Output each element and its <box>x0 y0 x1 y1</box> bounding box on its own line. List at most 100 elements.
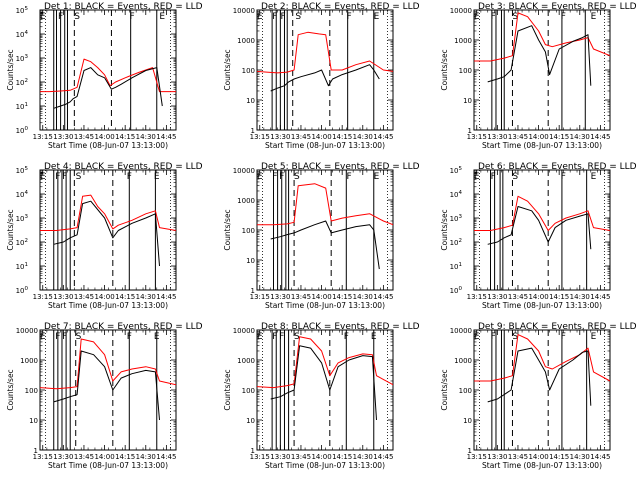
segment-label: F <box>58 12 63 22</box>
panel-title: Det 3: BLACK = Events, RED = LLD <box>478 2 637 12</box>
x-tick-label: 13:15 <box>250 453 270 461</box>
plot-frame <box>39 9 177 131</box>
x-tick-label: 14:45 <box>373 293 393 301</box>
x-tick-label: 13:30 <box>270 453 290 461</box>
x-axis-label: Start Time (08-Jun-07 13:13:00) <box>482 301 602 310</box>
y-tick-label: 104 <box>16 30 29 39</box>
x-tick-label: 13:45 <box>291 453 311 461</box>
x-tick-label: 14:30 <box>136 133 156 141</box>
y-tick-label: 1000 <box>237 37 255 45</box>
detector-panel-1: Det 1: BLACK = Events, RED = LLD 100 101 10… <box>6 2 203 150</box>
x-tick-label: 14:30 <box>136 293 156 301</box>
x-tick-label: 14:45 <box>156 133 176 141</box>
x-tick-label: 13:15 <box>250 293 270 301</box>
x-tick-label: 13:45 <box>291 293 311 301</box>
y-tick-label: 100 <box>242 227 255 235</box>
y-tick-label: 105 <box>450 166 463 175</box>
segment-label: F <box>272 172 277 182</box>
segment-label: E <box>591 12 597 22</box>
y-axis-label: Counts/sec <box>223 49 232 90</box>
x-tick-label: 14:15 <box>332 293 352 301</box>
segment-label: E <box>257 172 263 182</box>
segment-label: F <box>279 172 284 182</box>
x-tick-label: 14:00 <box>94 293 114 301</box>
x-tick-label: 13:30 <box>487 133 507 141</box>
segment-label: S <box>512 12 518 22</box>
segment-label: F <box>344 332 349 342</box>
x-tick-label: 13:30 <box>53 133 73 141</box>
y-tick-label: 100 <box>459 67 472 75</box>
y-tick-label: 1000 <box>20 357 38 365</box>
panel-title: Det 2: BLACK = Events, RED = LLD <box>261 2 420 12</box>
events-series-line <box>270 345 377 421</box>
x-tick-label: 13:45 <box>74 453 94 461</box>
x-axis-label: Start Time (08-Jun-07 13:13:00) <box>482 461 602 470</box>
segment-label: F <box>281 12 286 22</box>
y-axis-label: Counts/sec <box>6 49 15 90</box>
lld-series-line <box>257 31 393 74</box>
x-tick-label: 13:15 <box>467 453 487 461</box>
events-series-line <box>270 220 380 270</box>
detector-panel-3: Det 3: BLACK = Events, RED = LLD 1 10 100 10… <box>440 2 637 150</box>
y-tick-label: 100 <box>25 387 38 395</box>
x-tick-label: 14:30 <box>570 293 590 301</box>
x-axis-label: Start Time (08-Jun-07 13:13:00) <box>265 141 385 150</box>
y-axis-label: Counts/sec <box>440 49 449 90</box>
x-tick-label: 13:15 <box>250 133 270 141</box>
panel-title: Det 5: BLACK = Events, RED = LLD <box>261 162 420 172</box>
events-series-line <box>270 64 380 92</box>
segment-label: F <box>561 172 566 182</box>
y-tick-label: 102 <box>16 78 28 87</box>
segment-label: F <box>491 172 496 182</box>
segment-label: S <box>76 332 82 342</box>
x-tick-label: 13:45 <box>291 133 311 141</box>
segment-label: E <box>154 172 160 182</box>
segment-label: E <box>374 12 380 22</box>
x-axis-label: Start Time (08-Jun-07 13:13:00) <box>482 141 602 150</box>
y-tick-label: 100 <box>459 387 472 395</box>
x-tick-label: 14:15 <box>332 453 352 461</box>
y-tick-label: 1000 <box>454 357 472 365</box>
x-tick-label: 13:30 <box>53 293 73 301</box>
y-tick-label: 100 <box>242 387 255 395</box>
x-tick-label: 14:45 <box>590 293 610 301</box>
y-tick-label: 1000 <box>454 37 472 45</box>
segment-label: E <box>591 332 597 342</box>
segment-label: F <box>561 332 566 342</box>
segment-label: E <box>591 172 597 182</box>
x-tick-label: 14:30 <box>353 293 373 301</box>
y-tick-label: 1 <box>251 447 255 455</box>
x-tick-label: 13:15 <box>33 453 53 461</box>
x-tick-label: 13:45 <box>74 133 94 141</box>
segment-label: F <box>561 12 566 22</box>
panel-title: Det 7: BLACK = Events, RED = LLD <box>44 322 203 332</box>
x-tick-label: 14:00 <box>311 133 331 141</box>
y-tick-label: 103 <box>16 54 29 63</box>
lld-series-line <box>474 195 610 231</box>
x-tick-label: 13:30 <box>53 453 73 461</box>
y-tick-label: 100 <box>450 286 463 295</box>
plot-frame <box>39 329 177 451</box>
y-tick-label: 10 <box>246 417 255 425</box>
y-tick-label: 10 <box>463 97 472 105</box>
y-tick-label: 10000 <box>233 167 255 175</box>
segment-label: S <box>294 332 300 342</box>
x-tick-label: 13:30 <box>487 293 507 301</box>
y-tick-label: 103 <box>450 214 463 223</box>
panel-title: Det 4: BLACK = Events, RED = LLD <box>44 162 203 172</box>
y-tick-label: 10000 <box>233 327 255 335</box>
events-series-line <box>53 67 163 109</box>
plot-frame <box>256 9 394 131</box>
segment-label: F <box>272 332 277 342</box>
lld-series-line <box>40 194 176 231</box>
y-axis-label: Counts/sec <box>6 369 15 410</box>
y-tick-label: 105 <box>16 166 29 175</box>
events-series-line <box>53 200 160 267</box>
x-tick-label: 14:30 <box>353 453 373 461</box>
x-tick-label: 14:45 <box>156 453 176 461</box>
segment-label: E <box>474 332 480 342</box>
x-tick-label: 14:00 <box>528 293 548 301</box>
segment-label: E <box>40 332 46 342</box>
lld-series-line <box>257 336 393 389</box>
plot-frame <box>256 329 394 451</box>
